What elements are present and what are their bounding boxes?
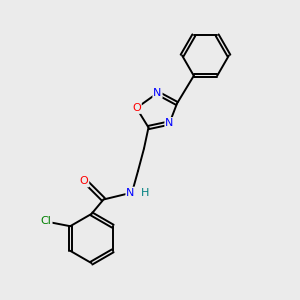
Text: O: O [80,176,88,187]
Text: Cl: Cl [41,216,52,226]
Text: O: O [132,103,141,113]
Text: N: N [153,88,162,98]
Text: H: H [141,188,150,198]
Text: N: N [165,118,174,128]
Text: N: N [126,188,135,198]
